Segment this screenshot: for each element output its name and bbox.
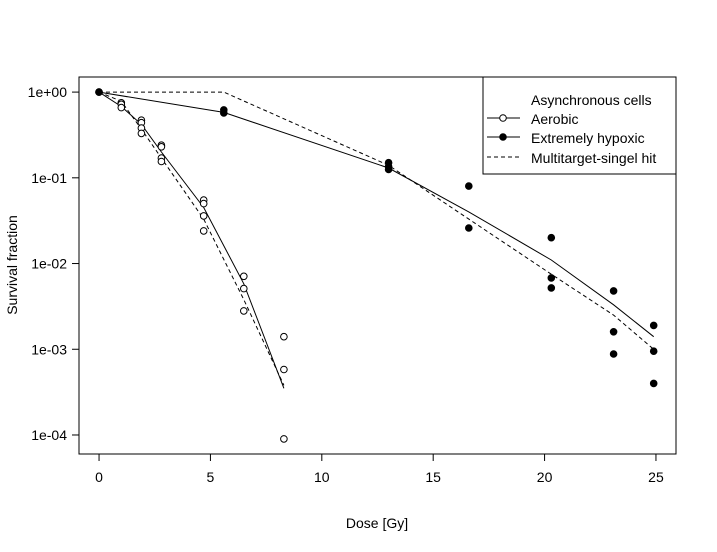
legend-marker-aerobic — [499, 114, 507, 122]
data-point-hypoxic — [465, 224, 473, 232]
data-point-aerobic — [240, 307, 248, 315]
data-point-aerobic — [137, 129, 146, 138]
data-point-aerobic — [157, 157, 166, 166]
x-axis: 0 5 10 15 20 25 — [95, 453, 664, 485]
data-point-hypoxic — [465, 182, 473, 190]
y-tick-label: 1e+00 — [28, 84, 68, 100]
series-line-aerobic — [98, 91, 285, 389]
data-point-hypoxic — [95, 88, 103, 96]
legend-label-hypoxic: Extremely hypoxic — [531, 130, 645, 146]
data-point-aerobic — [199, 199, 208, 208]
data-point-hypoxic — [547, 274, 556, 282]
y-axis-title: Survival fraction — [4, 215, 20, 315]
legend: Asynchronous cells Aerobic Extremely hyp… — [482, 76, 677, 175]
legend-title: Asynchronous cells — [531, 92, 652, 108]
data-point-aerobic — [240, 284, 248, 293]
y-tick-label: 1e-04 — [31, 427, 67, 443]
data-point-hypoxic — [220, 109, 228, 117]
y-tick-label: 1e-02 — [31, 256, 67, 272]
data-points — [95, 88, 658, 443]
data-point-aerobic — [280, 435, 288, 443]
data-point-aerobic — [199, 212, 208, 220]
y-tick-label: 1e-01 — [31, 170, 67, 186]
data-point-aerobic — [117, 103, 126, 112]
x-axis-title: Dose [Gy] — [346, 515, 408, 531]
data-point-hypoxic — [384, 165, 393, 174]
data-point-aerobic — [280, 332, 288, 341]
legend-label-aerobic: Aerobic — [531, 111, 578, 127]
data-point-hypoxic — [609, 350, 618, 358]
data-point-hypoxic — [649, 321, 658, 330]
data-point-hypoxic — [649, 347, 658, 356]
data-point-hypoxic — [547, 233, 556, 242]
x-tick-label: 0 — [95, 469, 103, 485]
y-tick-label: 1e-03 — [31, 341, 67, 357]
data-point-aerobic — [157, 143, 166, 151]
data-point-aerobic — [199, 227, 208, 235]
data-point-hypoxic — [547, 284, 556, 292]
series-line-multitarget-singel-hit — [99, 91, 655, 350]
legend-marker-hypoxic — [499, 133, 507, 141]
x-tick-label: 20 — [537, 469, 553, 485]
data-point-hypoxic — [609, 287, 618, 295]
y-axis: 1e+00 1e-01 1e-02 1e-03 1e-04 — [28, 84, 80, 443]
data-point-aerobic — [240, 272, 248, 281]
x-tick-label: 5 — [207, 469, 215, 485]
legend-box — [482, 76, 677, 175]
legend-label-multitarget: Multitarget-singel hit — [531, 150, 656, 166]
x-tick-label: 10 — [314, 469, 330, 485]
data-point-hypoxic — [649, 379, 658, 388]
data-point-aerobic — [280, 365, 288, 374]
x-tick-label: 25 — [648, 469, 664, 485]
data-point-hypoxic — [609, 328, 618, 336]
x-tick-label: 15 — [425, 469, 441, 485]
series-line-multitarget-singel-hit — [98, 91, 285, 386]
